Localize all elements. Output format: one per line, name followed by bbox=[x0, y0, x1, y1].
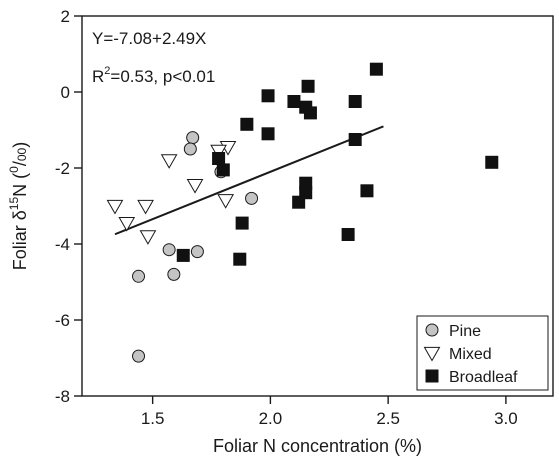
legend: Pine Mixed Broadleaf bbox=[416, 315, 549, 391]
r2-prefix: R bbox=[92, 67, 104, 86]
broadleaf-point bbox=[216, 163, 230, 177]
y-title-sub-mil: 00 bbox=[15, 147, 29, 161]
y-title-sup-isotope: 15 bbox=[7, 197, 21, 211]
legend-label-mixed: Mixed bbox=[449, 346, 492, 363]
y-tick-label: -8 bbox=[55, 387, 70, 406]
broadleaf-point bbox=[369, 62, 383, 76]
legend-label-pine: Pine bbox=[449, 323, 481, 340]
legend-marker-broadleaf bbox=[425, 369, 439, 383]
y-tick-label: -2 bbox=[55, 159, 70, 178]
x-tick-label: 1.5 bbox=[141, 409, 165, 428]
y-axis-title: Foliar δ15N (0/00) bbox=[7, 142, 30, 270]
y-tick-label: -4 bbox=[55, 235, 70, 254]
y-tick-label: 0 bbox=[61, 83, 70, 102]
legend-box bbox=[416, 315, 549, 391]
mixed-point bbox=[217, 194, 235, 209]
r2-suffix: =0.53, p<0.01 bbox=[110, 67, 215, 86]
broadleaf-point bbox=[301, 79, 315, 93]
plot-frame bbox=[81, 15, 554, 397]
pine-point bbox=[167, 267, 181, 281]
mixed-point bbox=[186, 178, 204, 194]
mixed-point bbox=[139, 230, 157, 245]
pine-point bbox=[132, 349, 146, 363]
pine-point bbox=[132, 269, 146, 283]
x-axis: 1.5 2.0 2.5 3.0 bbox=[141, 396, 518, 428]
broadleaf-point bbox=[261, 89, 275, 103]
y-axis-title-group: Foliar δ15N (0/00) bbox=[7, 142, 30, 270]
y-tick-label: -6 bbox=[55, 311, 70, 330]
x-tick-label: 3.0 bbox=[494, 409, 518, 428]
broadleaf-point bbox=[261, 127, 275, 141]
broadleaf-point bbox=[348, 133, 362, 146]
x-tick-label: 2.5 bbox=[376, 409, 400, 428]
broadleaf-point bbox=[292, 195, 306, 209]
y-title-slash: / bbox=[10, 161, 30, 166]
broadleaf-point bbox=[485, 155, 499, 169]
mixed-point bbox=[160, 154, 178, 169]
series-broadleaf bbox=[176, 62, 499, 266]
broadleaf-point bbox=[235, 216, 249, 230]
annotation-group: Y=-7.08+2.49X R2=0.53, p<0.01 bbox=[92, 29, 215, 86]
broadleaf-point bbox=[212, 152, 226, 165]
broadleaf-point bbox=[303, 106, 317, 120]
regression-equation: Y=-7.08+2.49X bbox=[92, 29, 206, 48]
r-squared-annotation: R2=0.53, p<0.01 bbox=[92, 65, 215, 86]
broadleaf-point bbox=[240, 117, 254, 131]
y-title-suffix: ) bbox=[10, 142, 30, 148]
broadleaf-point bbox=[341, 228, 355, 241]
series-mixed bbox=[106, 140, 237, 245]
mixed-point bbox=[106, 199, 124, 215]
y-tick-label: 2 bbox=[61, 7, 70, 26]
mixed-point bbox=[210, 144, 227, 160]
broadleaf-point bbox=[360, 184, 374, 198]
y-title-prefix: Foliar δ bbox=[10, 210, 30, 270]
pine-point bbox=[162, 243, 176, 257]
y-axis: -8 -6 -4 -2 0 2 bbox=[55, 7, 82, 406]
pine-point bbox=[183, 142, 197, 156]
r2-superscript: 2 bbox=[104, 65, 110, 77]
legend-label-broadleaf: Broadleaf bbox=[449, 369, 518, 386]
y-title-mid: N ( bbox=[10, 173, 30, 197]
series-pine bbox=[132, 131, 259, 363]
broadleaf-point bbox=[287, 95, 301, 108]
broadleaf-point bbox=[233, 252, 247, 266]
mixed-point bbox=[118, 216, 136, 232]
pine-point bbox=[190, 245, 204, 259]
regression-line bbox=[114, 125, 384, 236]
pine-point bbox=[186, 131, 200, 145]
legend-marker-mixed bbox=[423, 346, 441, 362]
legend-marker-pine bbox=[425, 323, 439, 337]
broadleaf-point bbox=[348, 95, 362, 108]
pine-point bbox=[245, 191, 259, 205]
y-title-sup-per: 0 bbox=[7, 166, 21, 173]
x-axis-title: Foliar N concentration (%) bbox=[213, 436, 422, 456]
mixed-point bbox=[137, 199, 154, 215]
x-axis-title-group: Foliar N concentration (%) bbox=[213, 436, 422, 456]
broadleaf-point bbox=[176, 248, 190, 262]
x-tick-label: 2.0 bbox=[259, 409, 283, 428]
